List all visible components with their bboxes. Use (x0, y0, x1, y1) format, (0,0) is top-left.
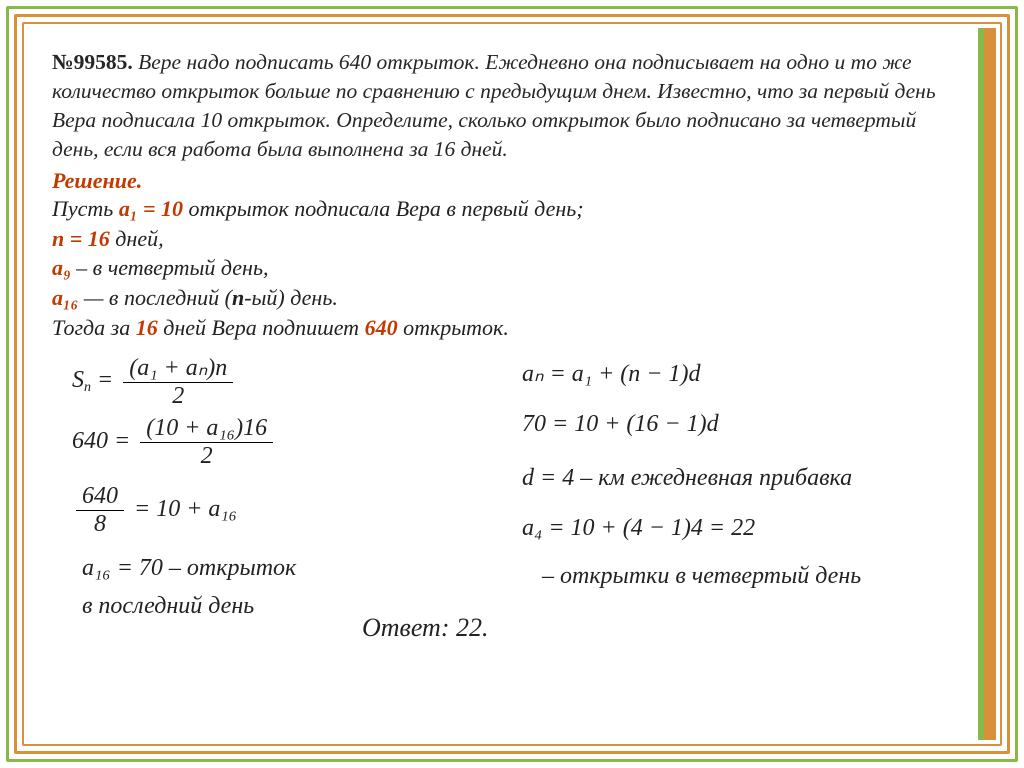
formula-a4-note: – открытки в четвертый день (542, 563, 861, 590)
l2-post: дней, (110, 226, 164, 251)
solution-line-5: Тогда за 16 дней Вера подпишет 640 откры… (52, 313, 964, 343)
solution-line-3: а₉ – в четвертый день, (52, 253, 964, 283)
solution-heading: Решение. (52, 168, 964, 194)
sn-s: S (72, 367, 84, 393)
sn-frac: (a₁ + aₙ)n 2 (123, 353, 233, 410)
l4-n: n (232, 285, 244, 310)
formula-an: aₙ = a₁ + (n − 1)d (522, 359, 700, 388)
e2-frac: (10 + a₁₆)16 2 (140, 415, 273, 470)
l4-mid: — в последний ( (78, 285, 232, 310)
slide-content: №99585. Вере надо подписать 640 открыток… (52, 48, 964, 738)
l2-var: n = 16 (52, 226, 110, 251)
formula-a16-note: в последний день (82, 593, 254, 620)
r3-main: d = 4 (522, 465, 574, 491)
problem-number: №99585. (52, 50, 133, 74)
l4-var: а₁₆ (52, 285, 78, 310)
e4-note: – открыток (163, 555, 296, 581)
formula-a4: a₄ = 10 + (4 − 1)4 = 22 (522, 515, 755, 542)
problem-text: Вере надо подписать 640 открыток. Ежедне… (52, 50, 936, 161)
problem-statement: №99585. Вере надо подписать 640 открыток… (52, 48, 964, 164)
sn-top: (a₁ + aₙ)n (123, 353, 233, 382)
formula-d: d = 4 – км ежедневная прибавка (522, 465, 852, 492)
formula-640-eq: 640 = (10 + a₁₆)16 2 (72, 415, 277, 470)
solution-line-2: n = 16 дней, (52, 224, 964, 254)
answer: Ответ: 22. (362, 613, 488, 643)
e2-lhs: 640 = (72, 428, 136, 454)
formula-area: Sn = (a₁ + aₙ)n 2 640 = (10 + a₁₆)16 2 6… (52, 353, 964, 673)
l5-v2: 640 (365, 315, 398, 340)
e2-top: (10 + a₁₆)16 (140, 415, 273, 442)
sn-bot: 2 (123, 383, 233, 410)
l1-var: а₁ = 10 (119, 196, 183, 221)
e4-main: a₁₆ = 70 (82, 555, 163, 581)
l5-mid: дней Вера подпишет (158, 315, 365, 340)
l3-post: – в четвертый день, (71, 255, 269, 280)
solution-line-1: Пусть а₁ = 10 открыток подписала Вера в … (52, 194, 964, 224)
sn-sub: n (84, 380, 91, 395)
l4-post: -ый) день. (244, 285, 338, 310)
e2-bot: 2 (140, 443, 273, 470)
formula-a16: a₁₆ = 70 – открыток (82, 555, 296, 582)
e3-bot: 8 (76, 511, 124, 538)
l5-post: открыток. (398, 315, 509, 340)
l5-v1: 16 (136, 315, 158, 340)
r3-note: – км ежедневная прибавка (574, 465, 852, 491)
l1-post: открыток подписала Вера в первый день; (183, 196, 584, 221)
right-accent-bar (978, 28, 996, 740)
formula-640-8: 640 8 = 10 + a₁₆ (72, 483, 237, 538)
l5-pre: Тогда за (52, 315, 136, 340)
l3-var: а₉ (52, 255, 71, 280)
formula-Sn: Sn = (a₁ + aₙ)n 2 (72, 353, 237, 410)
solution-line-4: а₁₆ — в последний (n-ый) день. (52, 283, 964, 313)
e3-rhs: = 10 + a₁₆ (134, 496, 237, 522)
e3-frac: 640 8 (76, 483, 124, 538)
l1-pre: Пусть (52, 196, 119, 221)
sn-eq: = (91, 367, 119, 393)
e3-top: 640 (76, 483, 124, 510)
formula-70: 70 = 10 + (16 − 1)d (522, 411, 719, 438)
